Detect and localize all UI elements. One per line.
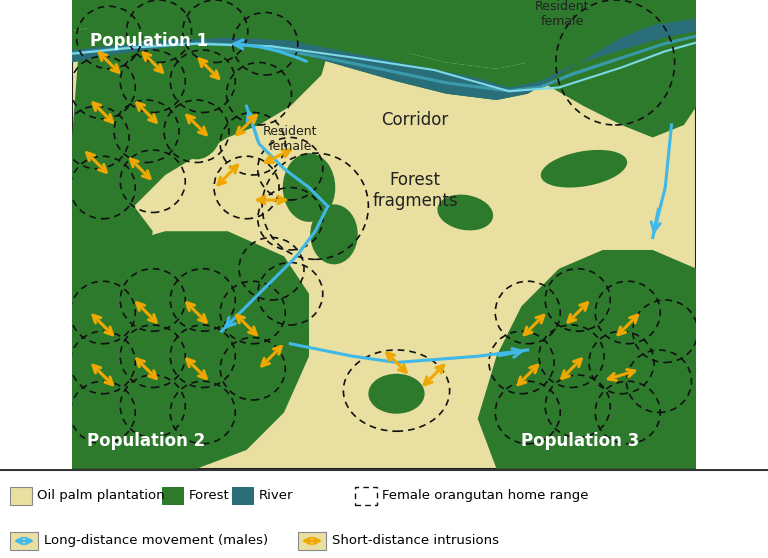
- Polygon shape: [478, 0, 697, 137]
- Text: Oil palm plantation: Oil palm plantation: [37, 489, 164, 502]
- Text: Resident
female: Resident female: [263, 125, 317, 153]
- Text: Forest
fragments: Forest fragments: [372, 171, 458, 210]
- Ellipse shape: [438, 195, 493, 230]
- Ellipse shape: [589, 22, 654, 103]
- Polygon shape: [71, 0, 697, 469]
- Text: Population 2: Population 2: [87, 431, 205, 450]
- Text: Forest: Forest: [189, 489, 230, 502]
- Polygon shape: [71, 231, 309, 469]
- Text: River: River: [259, 489, 293, 502]
- Text: Female orangutan home range: Female orangutan home range: [382, 489, 588, 502]
- FancyBboxPatch shape: [10, 532, 38, 550]
- Ellipse shape: [283, 153, 336, 222]
- Polygon shape: [478, 250, 697, 469]
- Polygon shape: [71, 19, 697, 100]
- Polygon shape: [71, 206, 153, 319]
- Text: Corridor: Corridor: [382, 111, 449, 129]
- Polygon shape: [71, 6, 697, 100]
- Polygon shape: [71, 0, 334, 231]
- FancyBboxPatch shape: [355, 487, 377, 505]
- Polygon shape: [71, 35, 697, 93]
- Ellipse shape: [369, 374, 425, 413]
- Text: Population 3: Population 3: [521, 431, 640, 450]
- Polygon shape: [247, 0, 509, 62]
- Text: Population 1: Population 1: [91, 32, 208, 50]
- FancyBboxPatch shape: [162, 487, 184, 505]
- Ellipse shape: [541, 150, 627, 187]
- Ellipse shape: [310, 204, 358, 264]
- Text: Short-distance intrusions: Short-distance intrusions: [332, 535, 499, 547]
- FancyBboxPatch shape: [298, 532, 326, 550]
- FancyBboxPatch shape: [232, 487, 254, 505]
- Text: Long-distance movement (males): Long-distance movement (males): [44, 535, 268, 547]
- Ellipse shape: [170, 90, 223, 160]
- Polygon shape: [71, 0, 697, 69]
- Text: Resident
female: Resident female: [535, 0, 589, 28]
- FancyBboxPatch shape: [10, 487, 32, 505]
